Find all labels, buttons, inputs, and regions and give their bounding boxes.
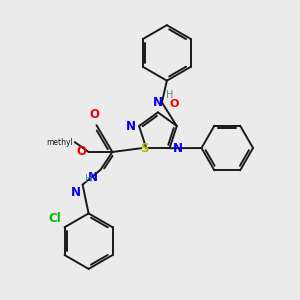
- Text: N: N: [126, 119, 136, 133]
- Text: H: H: [166, 91, 173, 100]
- Text: N: N: [88, 171, 98, 184]
- Text: H: H: [85, 174, 92, 184]
- Text: methyl: methyl: [46, 138, 73, 147]
- Text: N: N: [172, 142, 182, 155]
- Text: N: N: [70, 186, 81, 199]
- Text: O: O: [76, 146, 87, 158]
- Text: O: O: [170, 99, 179, 110]
- Text: N: N: [153, 96, 163, 110]
- Text: Cl: Cl: [49, 212, 61, 225]
- Text: O: O: [89, 108, 100, 121]
- Text: S: S: [140, 142, 148, 155]
